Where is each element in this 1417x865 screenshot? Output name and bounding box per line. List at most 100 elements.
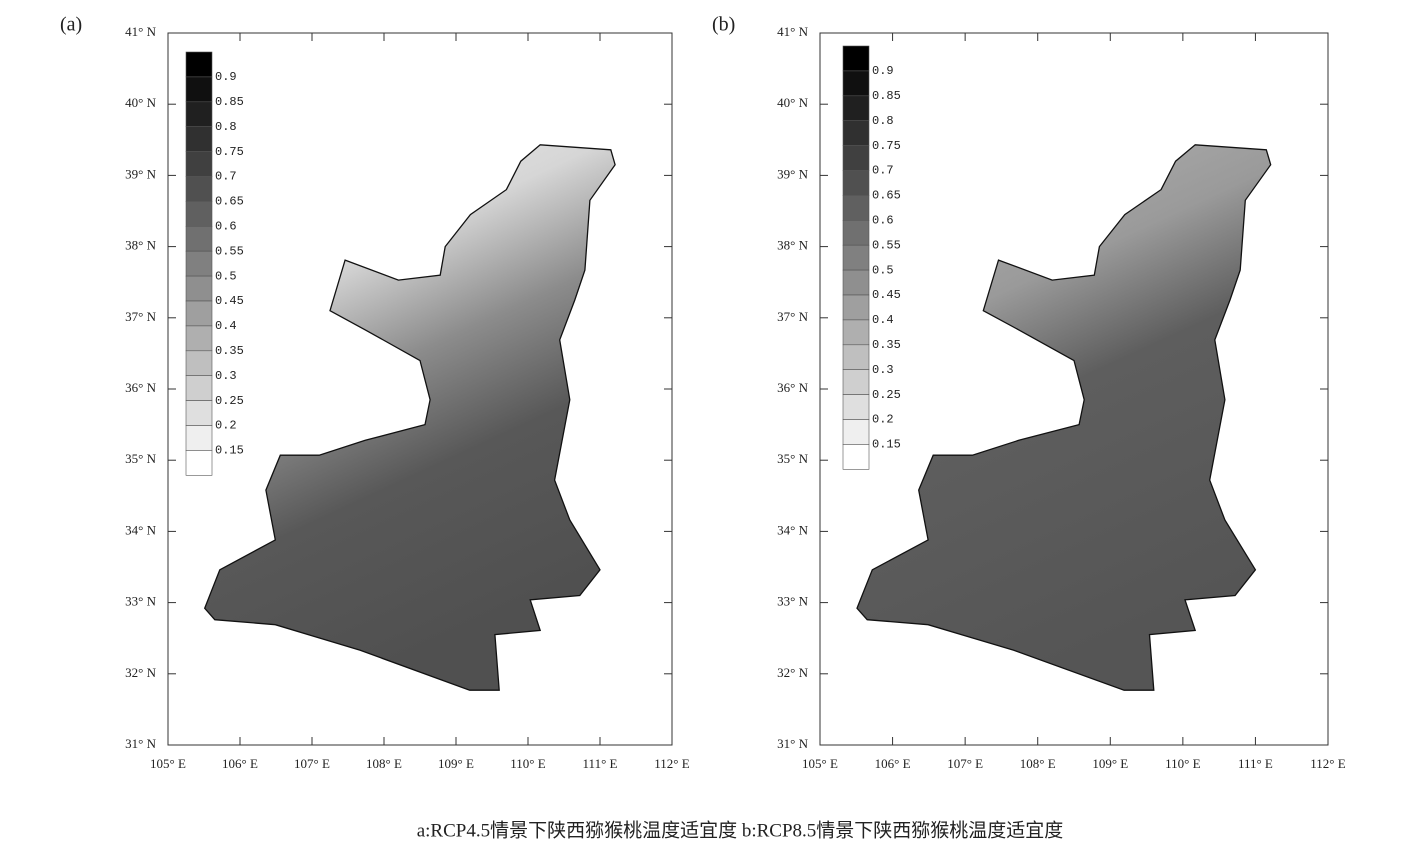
legend-swatch	[185, 201, 213, 227]
legend-swatch	[185, 51, 213, 78]
x-tick-label: 111° E	[583, 756, 618, 771]
panel-label: (a)	[60, 14, 82, 36]
legend-label: 0.85	[215, 95, 244, 109]
x-tick-label: 112° E	[654, 756, 689, 771]
legend-swatch	[842, 145, 870, 171]
legend-label: 0.4	[215, 319, 237, 333]
legend-label: 0.8	[872, 114, 894, 128]
legend-swatch	[842, 294, 870, 321]
legend-swatch	[185, 375, 213, 401]
legend-swatch	[842, 95, 870, 122]
legend-swatch	[842, 344, 870, 370]
x-tick-label: 112° E	[1310, 756, 1345, 771]
y-tick-label: 40° N	[125, 95, 156, 110]
y-tick-label: 32° N	[125, 665, 156, 680]
x-tick-label: 106° E	[875, 756, 911, 771]
legend-label: 0.9	[215, 70, 237, 84]
legend-swatch	[185, 101, 213, 128]
y-tick-label: 38° N	[125, 238, 156, 253]
y-tick-label: 33° N	[125, 594, 156, 609]
legend-swatch	[185, 350, 213, 376]
y-tick-label: 41° N	[125, 24, 156, 39]
legend-label: 0.5	[215, 269, 237, 283]
legend-label: 0.5	[872, 263, 894, 277]
legend-label: 0.8	[215, 120, 237, 134]
x-tick-label: 110° E	[510, 756, 545, 771]
y-tick-label: 31° N	[777, 736, 808, 751]
legend-swatch	[185, 325, 213, 352]
legend-label: 0.65	[215, 195, 244, 209]
legend-label: 0.15	[872, 438, 901, 452]
x-tick-label: 106° E	[222, 756, 258, 771]
legend-label: 0.25	[872, 388, 901, 402]
y-tick-label: 35° N	[777, 451, 808, 466]
legend-label: 0.75	[872, 139, 901, 153]
legend-label: 0.45	[215, 294, 244, 308]
legend-label: 0.4	[872, 313, 894, 327]
y-tick-label: 36° N	[125, 380, 156, 395]
legend-label: 0.3	[215, 369, 237, 383]
legend-swatch	[185, 126, 213, 152]
legend-label: 0.6	[872, 213, 894, 227]
legend-label: 0.55	[872, 238, 901, 252]
legend-label: 0.9	[872, 64, 894, 78]
legend-label: 0.65	[872, 189, 901, 203]
province-map	[856, 144, 1272, 691]
x-tick-label: 107° E	[294, 756, 330, 771]
legend-swatch	[842, 120, 870, 146]
panel-label: (b)	[712, 14, 735, 36]
province-map	[203, 144, 616, 691]
legend-label: 0.15	[215, 444, 244, 458]
x-tick-label: 107° E	[947, 756, 983, 771]
caption: a:RCP4.5情景下陕西猕猴桃温度适宜度 b:RCP8.5情景下陕西猕猴桃温度…	[417, 819, 1064, 841]
legend-label: 0.7	[215, 170, 237, 184]
legend-label: 0.25	[215, 394, 244, 408]
y-tick-label: 37° N	[125, 309, 156, 324]
x-tick-label: 105° E	[150, 756, 186, 771]
y-tick-label: 41° N	[777, 24, 808, 39]
legend-swatch	[842, 220, 870, 246]
legend-swatch	[842, 70, 870, 97]
legend-swatch	[185, 400, 213, 426]
legend-swatch	[842, 269, 870, 296]
legend-label: 0.2	[215, 419, 237, 433]
x-tick-label: 111° E	[1238, 756, 1273, 771]
legend-swatch	[842, 369, 870, 395]
legend-label: 0.35	[215, 344, 244, 358]
legend-swatch	[842, 394, 870, 420]
y-tick-label: 39° N	[125, 166, 156, 181]
y-tick-label: 36° N	[777, 380, 808, 395]
y-tick-label: 33° N	[777, 594, 808, 609]
legend-swatch	[185, 450, 213, 476]
legend-label: 0.55	[215, 244, 244, 258]
legend-label: 0.35	[872, 338, 901, 352]
legend-swatch	[185, 300, 213, 327]
legend-swatch	[185, 425, 213, 451]
legend-swatch	[185, 226, 213, 252]
x-tick-label: 105° E	[802, 756, 838, 771]
x-tick-label: 108° E	[366, 756, 402, 771]
legend-swatch	[185, 275, 213, 302]
y-tick-label: 39° N	[777, 166, 808, 181]
y-tick-label: 37° N	[777, 309, 808, 324]
y-tick-label: 40° N	[777, 95, 808, 110]
legend-label: 0.2	[872, 413, 894, 427]
legend-swatch	[185, 151, 213, 177]
legend-swatch	[842, 45, 870, 72]
legend-label: 0.3	[872, 363, 894, 377]
legend-swatch	[842, 419, 870, 445]
legend-swatch	[185, 76, 213, 103]
legend-swatch	[842, 244, 870, 271]
legend-label: 0.6	[215, 219, 237, 233]
legend-swatch	[842, 170, 870, 196]
y-tick-label: 35° N	[125, 451, 156, 466]
legend-swatch	[842, 444, 870, 470]
legend-swatch	[185, 176, 213, 202]
x-tick-label: 109° E	[438, 756, 474, 771]
x-tick-label: 109° E	[1092, 756, 1128, 771]
y-tick-label: 34° N	[125, 522, 156, 537]
y-tick-label: 32° N	[777, 665, 808, 680]
legend-swatch	[842, 319, 870, 346]
y-tick-label: 38° N	[777, 238, 808, 253]
